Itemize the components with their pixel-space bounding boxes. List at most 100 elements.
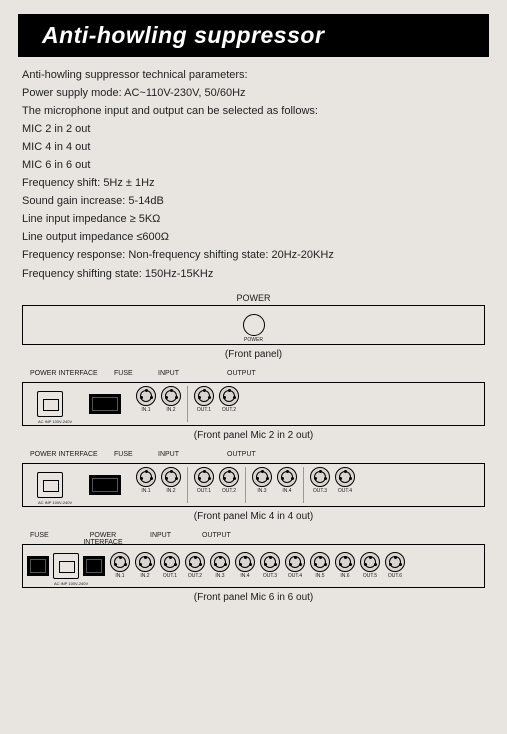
label-fuse: FUSE (114, 370, 133, 377)
xlr-label: IN.6 (340, 573, 349, 579)
panel-2x2-annotations: POWER INTERFACE FUSE INPUT OUTPUT (22, 370, 485, 382)
spec-mic2: MIC 2 in 2 out (22, 121, 485, 138)
xlr-label: OUT.4 (288, 573, 302, 579)
iec-socket-icon: AC INP 100V-240V (37, 472, 63, 498)
xlr-connector-icon (260, 552, 280, 572)
xlr-connector: IN.1 (135, 386, 157, 413)
xlr-connector-icon (285, 552, 305, 572)
spec-heading: Anti-howling suppressor technical parame… (22, 67, 485, 84)
xlr-connector-icon (310, 552, 330, 572)
xlr-connector-icon (210, 552, 230, 572)
iec-socket-icon: AC INP 100V-240V (53, 553, 79, 579)
xlr-connector: OUT.6 (384, 552, 406, 579)
xlr-label: OUT.2 (222, 488, 236, 494)
panel-separator (245, 467, 246, 503)
spec-mic4: MIC 4 in 4 out (22, 139, 485, 156)
spec-gain: Sound gain increase: 5-14dB (22, 193, 485, 210)
xlr-connector: IN.1 (135, 467, 157, 494)
xlr-connector-icon (110, 552, 130, 572)
panel-6x6-connectors: IN.1IN.2OUT.1OUT.2IN.3IN.4OUT.3OUT.4IN.5… (109, 552, 406, 579)
xlr-connector-icon (277, 467, 297, 487)
fuse-holder-icon (89, 394, 121, 414)
xlr-connector-icon (185, 552, 205, 572)
iec-label: AC INP 100V-240V (38, 419, 72, 424)
xlr-label: OUT.1 (197, 407, 211, 413)
power-label: POWER (22, 293, 485, 303)
power-button-icon (243, 314, 265, 336)
xlr-label: OUT.2 (188, 573, 202, 579)
xlr-connector-icon (219, 467, 239, 487)
xlr-connector-icon (160, 552, 180, 572)
xlr-connector: IN.3 (209, 552, 231, 579)
xlr-label: IN.2 (166, 488, 175, 494)
xlr-connector-icon (219, 386, 239, 406)
fuse-holder-icon (89, 475, 121, 495)
panel-4x4-connectors: IN.1IN.2OUT.1OUT.2IN.3IN.4OUT.3OUT.4 (135, 467, 356, 503)
panel-2x2-box: AC INP 100V-240V IN.1 IN.2 OUT.1 OUT.2 (22, 382, 485, 426)
spec-freqresp: Frequency response: Non-frequency shifti… (22, 247, 485, 264)
panel-separator (187, 386, 188, 422)
xlr-label: OUT.3 (263, 573, 277, 579)
label-input: INPUT (158, 451, 179, 458)
panel-separator (303, 467, 304, 503)
xlr-connector: OUT.2 (184, 552, 206, 579)
panel-6x6-box: AC INP 100V-240V IN.1 IN.2 OUT.1 OUT.2 IN.3 I… (22, 544, 485, 588)
xlr-connector: OUT.3 (259, 552, 281, 579)
panel-6x6-section: FUSE POWER INTERFACE INPUT OUTPUT AC INP… (22, 532, 485, 603)
xlr-connector: OUT.2 (218, 467, 240, 494)
xlr-connector: OUT.1 (193, 386, 215, 413)
iec-label: AC INP 100V-240V (54, 581, 88, 586)
panel-2x2-caption: (Front panel Mic 2 in 2 out) (22, 430, 485, 441)
xlr-connector-icon (136, 386, 156, 406)
xlr-label: OUT.5 (363, 573, 377, 579)
spec-freqshift: Frequency shift: 5Hz ± 1Hz (22, 175, 485, 192)
xlr-connector-icon (194, 467, 214, 487)
front-panel-box: POWER (22, 305, 485, 345)
panel-4x4-section: POWER INTERFACE FUSE INPUT OUTPUT AC INP… (22, 451, 485, 522)
panel-6x6-caption: (Front panel Mic 6 in 6 out) (22, 592, 485, 603)
xlr-connector: OUT.1 (159, 552, 181, 579)
panel-6x6-annotations: FUSE POWER INTERFACE INPUT OUTPUT (22, 532, 485, 544)
xlr-connector: IN.2 (160, 386, 182, 413)
xlr-label: IN.4 (240, 573, 249, 579)
iec-label: AC INP 100V-240V (38, 500, 72, 505)
spec-mic-intro: The microphone input and output can be s… (22, 103, 485, 120)
label-powerif: POWER INTERFACE (30, 451, 98, 458)
panel-4x4-box: AC INP 100V-240V IN.1IN.2OUT.1OUT.2IN.3I… (22, 463, 485, 507)
xlr-label: IN.1 (115, 573, 124, 579)
xlr-connector-icon (360, 552, 380, 572)
xlr-label: IN.2 (140, 573, 149, 579)
label-output: OUTPUT (227, 451, 256, 458)
xlr-connector-icon (161, 386, 181, 406)
xlr-connector-icon (135, 552, 155, 572)
label-powerif: POWER INTERFACE (30, 370, 98, 377)
xlr-connector-icon (385, 552, 405, 572)
xlr-connector-icon (252, 467, 272, 487)
xlr-label: OUT.3 (313, 488, 327, 494)
xlr-label: OUT.2 (222, 407, 236, 413)
spec-mic6: MIC 6 in 6 out (22, 157, 485, 174)
panel-2x2-connectors: IN.1 IN.2 OUT.1 OUT.2 (135, 386, 240, 422)
xlr-label: OUT.1 (197, 488, 211, 494)
xlr-label: IN.2 (166, 407, 175, 413)
panel-separator (187, 467, 188, 503)
xlr-connector: IN.4 (234, 552, 256, 579)
xlr-connector: IN.6 (334, 552, 356, 579)
xlr-connector: OUT.5 (359, 552, 381, 579)
spec-linein: Line input impedance ≥ 5KΩ (22, 211, 485, 228)
xlr-connector-icon (136, 467, 156, 487)
xlr-connector-icon (335, 467, 355, 487)
xlr-label: IN.4 (282, 488, 291, 494)
content-area: Anti-howling suppressor technical parame… (0, 67, 507, 603)
xlr-label: IN.3 (215, 573, 224, 579)
label-input: INPUT (150, 532, 171, 539)
xlr-label: OUT.4 (338, 488, 352, 494)
xlr-connector-icon (194, 386, 214, 406)
spec-freqstate: Frequency shifting state: 150Hz-15KHz (22, 266, 485, 283)
xlr-connector: OUT.4 (284, 552, 306, 579)
xlr-label: OUT.6 (388, 573, 402, 579)
warning-label-icon (83, 556, 105, 576)
xlr-connector: IN.2 (160, 467, 182, 494)
iec-socket-icon: AC INP 100V-240V (37, 391, 63, 417)
spec-power: Power supply mode: AC~110V-230V, 50/60Hz (22, 85, 485, 102)
